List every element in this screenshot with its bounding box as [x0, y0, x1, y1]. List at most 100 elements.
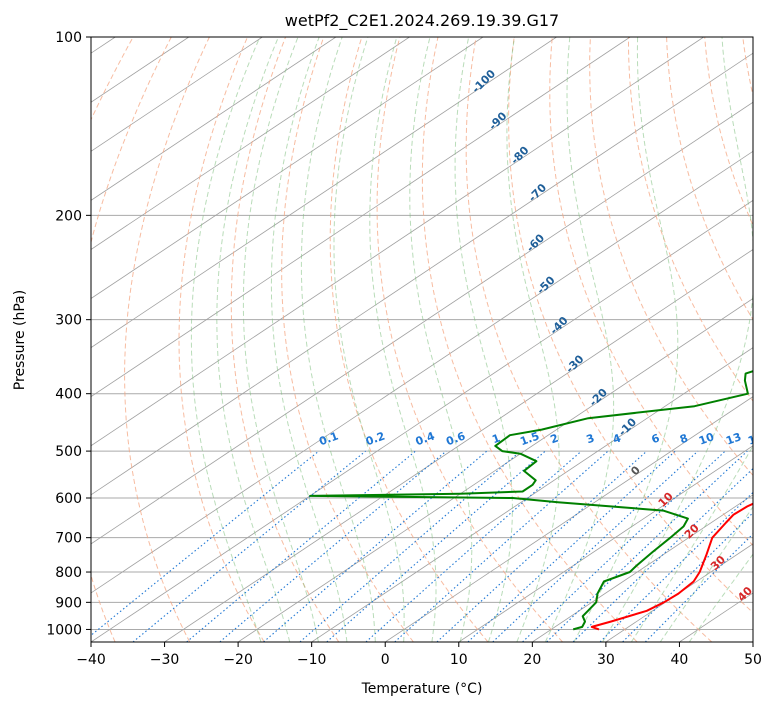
dry-adiabat-line [376, 37, 563, 642]
moist-adiabat-line [242, 37, 319, 642]
mixing-ratio-label: 2 [549, 432, 561, 447]
isotherm-line [532, 494, 753, 642]
y-tick-label: 700 [55, 531, 82, 547]
x-tick-label: 0 [381, 652, 390, 668]
y-axis-ticks: 100 200 300 400 500 600 700 800 900 1000 [46, 30, 91, 638]
moist-adiabat-line [270, 37, 348, 642]
x-tick-label: 10 [450, 652, 468, 668]
x-axis-label: Temperature (°C) [361, 681, 483, 697]
mixing-ratio-line [299, 450, 521, 642]
mixing-ratio-label: 0.4 [414, 429, 437, 448]
dry-adiabat-line [281, 37, 414, 642]
dry-adiabat-line [704, 37, 753, 227]
isotherm-grid [91, 37, 753, 642]
dry-adiabat-line [178, 37, 265, 642]
moist-adiabat-line [216, 37, 291, 642]
isotherm-line [164, 248, 753, 642]
isotherm-line [91, 37, 631, 398]
y-tick-label: 100 [55, 30, 82, 46]
chart-title: wetPf2_C2E1.2024.269.19.39.G17 [285, 11, 559, 31]
mixing-ratio-line [492, 450, 699, 642]
dry-adiabats [91, 37, 753, 642]
mixing-ratio-lines [91, 450, 753, 642]
x-tick-label: 20 [523, 652, 541, 668]
y-tick-label: 800 [55, 565, 82, 581]
mixing-ratio-label: 6 [650, 431, 662, 446]
mixing-ratio-label: 0.1 [317, 429, 340, 448]
mixing-ratio-line [219, 450, 447, 642]
isotherm-line [91, 199, 753, 642]
mixing-ratio-label: 4 [611, 431, 623, 446]
mixing-ratio-label: 8 [678, 432, 690, 447]
mixing-ratio-label: 3 [585, 432, 597, 447]
mixing-ratio-line [91, 450, 320, 636]
moist-adiabat-line [300, 37, 376, 642]
isotherm-line [385, 396, 753, 642]
dry-adiabat-line [628, 37, 753, 402]
isotherm-line [91, 37, 704, 447]
moist-adiabat-line [333, 37, 405, 642]
isotherm-line [91, 37, 337, 201]
isotherm-line [237, 298, 753, 642]
plot-frame [90, 36, 754, 643]
moist-adiabat-line [602, 37, 753, 642]
y-tick-label: 500 [55, 444, 82, 460]
y-tick-label: 900 [55, 595, 82, 611]
dewpoint-profile [309, 370, 753, 631]
mixing-ratio-label: 13 [724, 430, 743, 447]
isotherm-line [91, 37, 410, 250]
mixing-ratio-line [467, 450, 676, 642]
x-tick-label: 30 [597, 652, 615, 668]
isotherm-line [311, 347, 753, 642]
moist-adiabats [190, 37, 753, 642]
dry-adiabat-line [421, 37, 638, 642]
isotherm-line [91, 150, 753, 594]
moist-adiabat-line [409, 37, 473, 642]
mixing-ratio-line [599, 491, 753, 642]
mixing-ratio-line [644, 533, 753, 642]
x-tick-label: 50 [744, 652, 762, 668]
dry-adiabat-line [230, 37, 340, 642]
moist-adiabat-line [506, 37, 560, 642]
moist-adiabat-line [688, 553, 753, 642]
mixing-ratio-label: 0.2 [364, 429, 387, 448]
y-tick-label: 300 [55, 313, 82, 329]
mixing-ratio-label: 1 [490, 431, 502, 446]
isotherm-line [458, 445, 753, 642]
dry-adiabat-line [124, 37, 210, 642]
isotherm-line [91, 37, 484, 300]
x-tick-label: −40 [76, 652, 106, 668]
mixing-ratio-line [263, 450, 488, 642]
mixing-ratio-line [436, 450, 648, 642]
temperature-profile [590, 502, 753, 631]
dry-adiabat-line [589, 37, 753, 477]
mixing-ratio-line [622, 511, 753, 642]
x-tick-label: −10 [297, 652, 327, 668]
isotherm-line [91, 37, 263, 152]
y-axis-label: Pressure (hPa) [12, 290, 28, 390]
y-tick-label: 600 [55, 491, 82, 507]
y-tick-label: 400 [55, 387, 82, 403]
dry-adiabat-line [465, 37, 713, 642]
moist-adiabat-line [190, 37, 262, 642]
mixing-ratio-line [326, 450, 546, 642]
y-tick-label: 200 [55, 208, 82, 224]
moist-adiabat-line [454, 37, 513, 642]
mixing-ratio-label: 10 [697, 430, 716, 448]
mixing-ratio-label: 1.5 [518, 429, 541, 448]
mixing-ratio-label: 16 [746, 430, 765, 448]
dry-adiabat-line [508, 37, 753, 614]
moist-adiabat-line [630, 444, 753, 642]
x-axis-ticks: −40 −30 −20 −10 0 10 20 30 40 50 [76, 642, 762, 668]
sounding-profiles [309, 370, 753, 631]
x-tick-label: 40 [671, 652, 689, 668]
mixing-ratio-line [186, 450, 416, 642]
moist-adiabat-line [659, 505, 753, 642]
isotherm-line [91, 37, 557, 349]
y-tick-label: 1000 [46, 622, 82, 638]
moist-adiabat-line [573, 37, 679, 642]
mixing-ratio-label: 0.6 [444, 429, 467, 448]
x-tick-label: −20 [223, 652, 253, 668]
moist-adiabat-line [369, 37, 437, 642]
